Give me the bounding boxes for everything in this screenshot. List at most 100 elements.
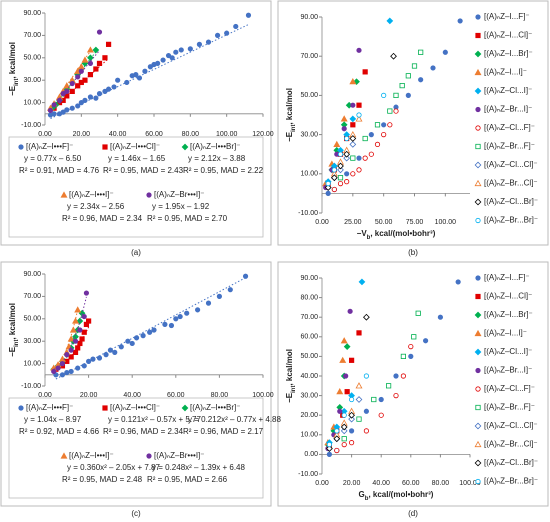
marker: [96, 355, 103, 361]
x-tick-label: 100.00: [252, 392, 274, 399]
marker: [60, 452, 68, 459]
marker: [69, 88, 75, 94]
x-tick-label: 60.00: [402, 480, 420, 487]
marker: [455, 279, 461, 285]
y-tick-label: 90.00: [300, 14, 318, 21]
label-sub: int: [14, 79, 20, 86]
legend-equation: y = 1.95x – 1.92: [152, 202, 210, 211]
marker: [374, 122, 381, 128]
legend-equation: y = 0.360x² – 2.05x + 7.87: [67, 463, 161, 472]
panel-frame: [0, 261, 272, 507]
marker: [55, 365, 61, 371]
y-tick-label: 0.00: [304, 451, 318, 458]
legend-stats: R² = 0.95, MAD = 2.70: [147, 214, 228, 223]
x-tick-label: 120.00: [252, 131, 274, 138]
legend-label: [(A)ₙZ–Br...F]⁻: [484, 142, 535, 151]
marker: [340, 427, 348, 435]
marker: [337, 151, 344, 157]
marker: [69, 80, 75, 87]
marker: [81, 56, 89, 63]
marker: [437, 314, 443, 320]
y-tick-label: -10.00: [21, 122, 41, 129]
legend-label: [(A)ₙZ–I•••F]⁻: [26, 142, 73, 151]
marker: [393, 92, 399, 98]
y-tick-label: 50.00: [300, 92, 318, 99]
marker: [72, 338, 79, 344]
marker: [227, 287, 233, 293]
marker: [75, 103, 81, 109]
marker: [430, 65, 436, 71]
y-tick-label: 90.00: [300, 275, 318, 282]
marker: [59, 360, 66, 367]
marker: [82, 97, 88, 103]
marker: [475, 386, 481, 392]
y-tick-label: 10.00: [23, 360, 41, 367]
legend-label: [(A)ₙZ–I...I]⁻: [484, 329, 527, 338]
marker: [411, 63, 418, 69]
marker: [344, 389, 350, 395]
marker: [125, 338, 131, 344]
marker: [381, 132, 387, 138]
marker: [399, 83, 405, 89]
marker: [47, 107, 54, 114]
x-tick-label: 80.00: [182, 131, 200, 138]
marker: [77, 340, 83, 347]
y-tick-label: 80.00: [300, 294, 318, 301]
legend-label: [(A)ₙZ–I•••Cl]⁻: [110, 403, 160, 412]
marker: [115, 77, 121, 83]
legend-box: [8, 136, 264, 238]
y-tick-label: 70.00: [300, 314, 318, 321]
marker: [341, 126, 347, 132]
marker: [83, 290, 90, 296]
legend-label: [(A)ₙZ–I•••I]⁻: [69, 451, 114, 460]
marker: [393, 108, 399, 114]
legend-equation: y = 1.04x – 8.97: [24, 415, 82, 424]
x-tick-label: 100.00: [459, 480, 481, 487]
marker: [475, 125, 481, 131]
y-tick-label: 60.00: [300, 334, 318, 341]
marker: [340, 115, 348, 122]
marker: [102, 55, 108, 61]
marker: [18, 405, 24, 411]
marker: [60, 191, 68, 198]
marker: [344, 135, 350, 142]
marker: [216, 293, 222, 299]
marker: [348, 440, 355, 446]
marker: [81, 329, 87, 335]
marker: [107, 347, 114, 353]
x-tick-label: 0.00: [38, 392, 52, 399]
marker: [348, 357, 355, 363]
legend-label: [(A)ₙZ–Br...Br]⁻: [484, 477, 538, 486]
marker: [474, 311, 482, 319]
marker: [362, 155, 368, 161]
y-axis-label: −Eint, kcal/mol: [8, 303, 19, 357]
x-tick-label: 0.00: [38, 131, 52, 138]
y-tick-label: 70.00: [23, 293, 41, 300]
marker: [195, 307, 201, 313]
marker: [18, 144, 24, 150]
marker: [347, 308, 353, 314]
marker: [86, 358, 92, 364]
label-text: −V: [357, 229, 368, 238]
marker: [333, 140, 341, 147]
panel-label: (d): [408, 509, 418, 518]
marker: [324, 184, 332, 191]
marker: [378, 396, 384, 403]
marker: [349, 78, 357, 85]
marker: [475, 106, 481, 113]
x-tick-label: 20.00: [73, 131, 91, 138]
legend-label: [(A)ₙZ–I...Cl]⁻: [484, 292, 532, 301]
label-sub: int: [14, 340, 20, 347]
x-tick-label: 100.00: [216, 131, 238, 138]
panel-label: (a): [131, 248, 141, 257]
marker: [334, 447, 340, 454]
marker: [331, 186, 337, 193]
panel-frame: [277, 0, 549, 246]
legend-label: [(A)ₙZ–Br•••I]⁻: [154, 190, 204, 199]
marker: [474, 161, 482, 169]
x-tick-label: 75.00: [406, 219, 424, 226]
label-text: −E: [285, 392, 294, 403]
label-text: −E: [8, 346, 17, 357]
y-tick-label: 50.00: [23, 55, 41, 62]
marker: [68, 354, 74, 360]
